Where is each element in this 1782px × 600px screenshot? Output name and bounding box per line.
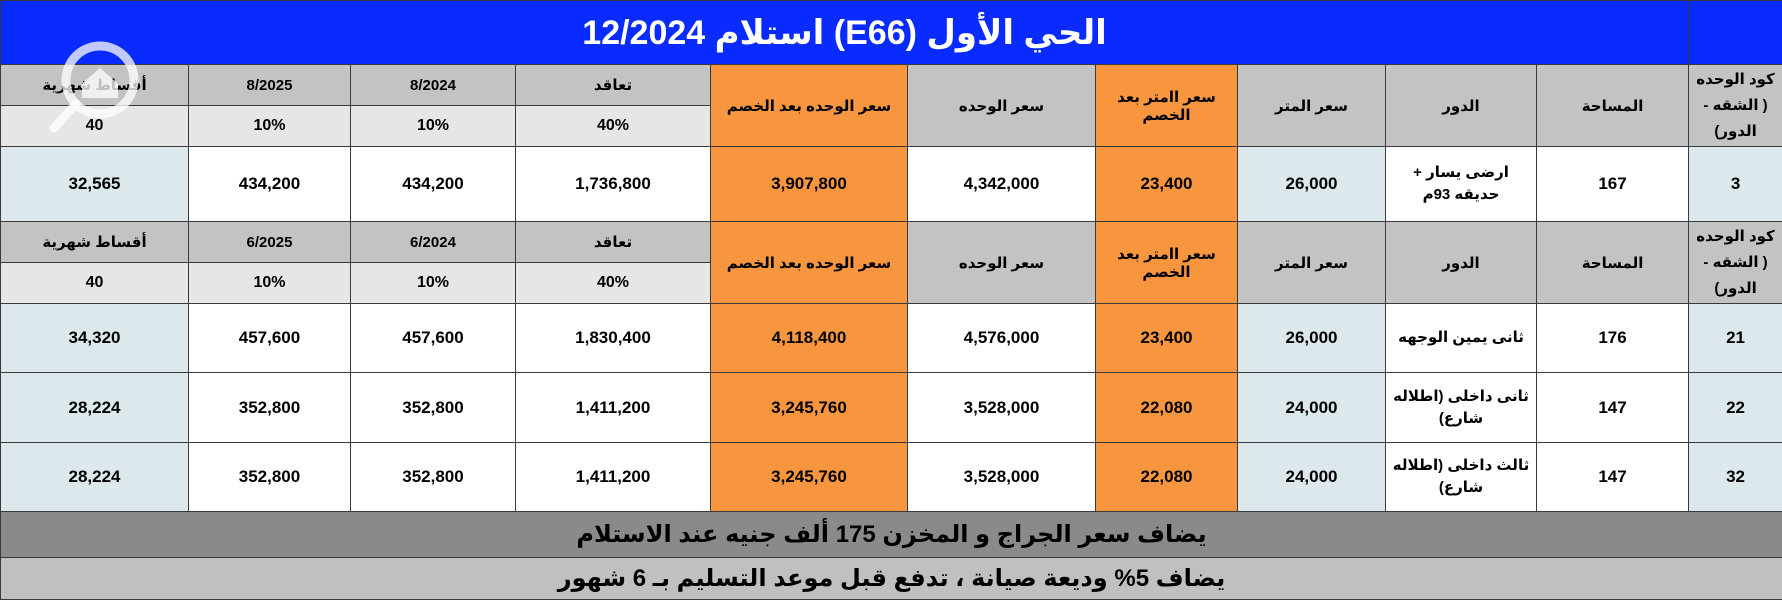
header-row: أقساط شهرية 6/2025 6/2024 تعاقد سعر الوحده ب… xyxy=(0,221,1782,305)
cell-inst1: 352,800 xyxy=(350,372,516,443)
header-floor: الدور xyxy=(1385,221,1537,305)
header-floor: الدور xyxy=(1385,64,1537,147)
cell-unit-price-discount: 3,907,800 xyxy=(710,145,908,223)
cell-monthly: 32,565 xyxy=(0,145,189,223)
cell-unit-price: 4,576,000 xyxy=(907,303,1096,374)
cell-code: 3 xyxy=(1688,145,1782,223)
pct-monthly: 40 xyxy=(0,105,189,147)
pct-inst2: 10% xyxy=(188,262,351,305)
header-contract: تعاقد xyxy=(515,221,711,264)
header-pct-row: 40 10% 10% 40% xyxy=(0,262,1782,305)
cell-inst1: 352,800 xyxy=(350,441,516,513)
cell-meter-price: 24,000 xyxy=(1237,372,1386,443)
header-meter-price: سعر المتر xyxy=(1237,221,1386,305)
cell-floor: ثالث داخلى (اطلاله شارع) xyxy=(1385,441,1537,513)
cell-contract: 1,830,400 xyxy=(515,303,711,374)
header-code: كود الوحده ( الشقه - الدور) xyxy=(1688,221,1782,305)
cell-inst1: 457,600 xyxy=(350,303,516,374)
cell-meter-price: 26,000 xyxy=(1237,145,1386,223)
cell-contract: 1,411,200 xyxy=(515,372,711,443)
table-row: 32,565 434,200 434,200 1,736,800 3,907,800 4,… xyxy=(0,145,1782,223)
header-meter-price-discount: سعر اامتر بعد الخصم xyxy=(1095,64,1238,147)
cell-unit-price-discount: 3,245,760 xyxy=(710,372,908,443)
header-monthly: أقساط شهرية xyxy=(0,221,189,264)
header-code: كود الوحده ( الشقه - الدور) xyxy=(1688,64,1782,147)
table-row: 34,320 457,600 457,600 1,830,400 4,118,400 4,… xyxy=(0,303,1782,374)
header-inst2: 8/2025 xyxy=(188,64,351,106)
table-row: 28,224 352,800 352,800 1,411,200 3,245,760 3,… xyxy=(0,441,1782,513)
header-pct-row: 40 10% 10% 40% xyxy=(0,105,1782,147)
header-row: أقساط شهرية 8/2025 8/2024 تعاقد سعر الوحده ب… xyxy=(0,64,1782,147)
cell-inst2: 434,200 xyxy=(188,145,351,223)
cell-floor: ثانى يمين الوجهه xyxy=(1385,303,1537,374)
cell-floor: ثانى داخلى (اطلاله شارع) xyxy=(1385,372,1537,443)
cell-inst2: 457,600 xyxy=(188,303,351,374)
cell-meter-price: 26,000 xyxy=(1237,303,1386,374)
header-area: المساحة xyxy=(1535,221,1690,305)
note-text: يضاف 5% وديعة صيانة ، تدفع قبل موعد التس… xyxy=(0,556,1782,600)
header-meter-price: سعر المتر xyxy=(1237,64,1386,147)
cell-area: 176 xyxy=(1535,303,1690,374)
header-inst1: 6/2024 xyxy=(350,221,516,264)
cell-unit-price: 3,528,000 xyxy=(907,372,1096,443)
cell-meter-price-discount: 23,400 xyxy=(1095,303,1238,374)
cell-meter-price-discount: 22,080 xyxy=(1095,441,1238,513)
header-contract: تعاقد xyxy=(515,64,711,106)
cell-meter-price-discount: 23,400 xyxy=(1095,145,1238,223)
pct-contract: 40% xyxy=(515,262,711,305)
page-title: الحي الأول (E66) استلام 12/2024 xyxy=(0,0,1690,66)
cell-inst1: 434,200 xyxy=(350,145,516,223)
pct-inst1: 10% xyxy=(350,105,516,147)
cell-unit-price-discount: 3,245,760 xyxy=(710,441,908,513)
cell-inst2: 352,800 xyxy=(188,441,351,513)
pct-inst1: 10% xyxy=(350,262,516,305)
cell-area: 167 xyxy=(1535,145,1690,223)
cell-area: 147 xyxy=(1535,441,1690,513)
title-corner xyxy=(1688,0,1782,66)
cell-unit-price: 3,528,000 xyxy=(907,441,1096,513)
pct-contract: 40% xyxy=(515,105,711,147)
cell-inst2: 352,800 xyxy=(188,372,351,443)
note-row: يضاف 5% وديعة صيانة ، تدفع قبل موعد التس… xyxy=(0,556,1782,600)
cell-monthly: 28,224 xyxy=(0,372,189,443)
pct-inst2: 10% xyxy=(188,105,351,147)
header-meter-price-discount: سعر اامتر بعد الخصم xyxy=(1095,221,1238,305)
table-row: 28,224 352,800 352,800 1,411,200 3,245,760 3,… xyxy=(0,372,1782,443)
cell-code: 22 xyxy=(1688,372,1782,443)
header-inst2: 6/2025 xyxy=(188,221,351,264)
cell-contract: 1,411,200 xyxy=(515,441,711,513)
note-row: يضاف سعر الجراج و المخزن 175 ألف جنيه عن… xyxy=(0,511,1782,558)
header-inst1: 8/2024 xyxy=(350,64,516,106)
pct-monthly: 40 xyxy=(0,262,189,305)
header-unit-price: سعر الوحده xyxy=(907,64,1096,147)
cell-monthly: 34,320 xyxy=(0,303,189,374)
header-unit-price-discount: سعر الوحده بعد الخصم xyxy=(710,64,908,147)
cell-unit-price: 4,342,000 xyxy=(907,145,1096,223)
cell-meter-price: 24,000 xyxy=(1237,441,1386,513)
header-unit-price-discount: سعر الوحده بعد الخصم xyxy=(710,221,908,305)
cell-unit-price-discount: 4,118,400 xyxy=(710,303,908,374)
header-unit-price: سعر الوحده xyxy=(907,221,1096,305)
cell-floor: ارضى يسار + حديقه 93م xyxy=(1385,145,1537,223)
cell-area: 147 xyxy=(1535,372,1690,443)
cell-meter-price-discount: 22,080 xyxy=(1095,372,1238,443)
cell-monthly: 28,224 xyxy=(0,441,189,513)
cell-code: 21 xyxy=(1688,303,1782,374)
note-text: يضاف سعر الجراج و المخزن 175 ألف جنيه عن… xyxy=(0,511,1782,558)
header-monthly: أقساط شهرية xyxy=(0,64,189,106)
header-area: المساحة xyxy=(1535,64,1690,147)
cell-code: 32 xyxy=(1688,441,1782,513)
cell-contract: 1,736,800 xyxy=(515,145,711,223)
